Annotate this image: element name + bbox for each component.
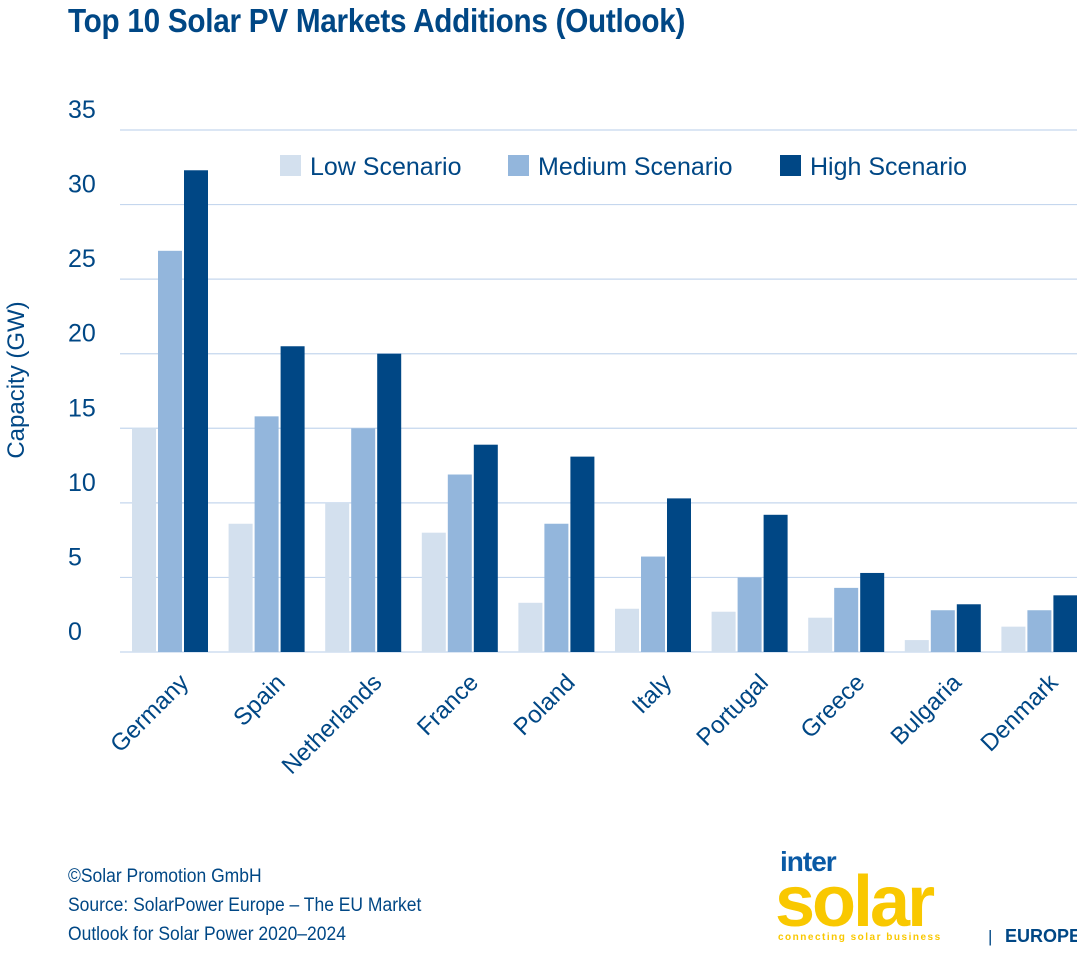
x-tick-label: Denmark [976,668,1065,757]
legend-swatch-high-scenario [780,155,801,176]
bar-bulgaria-low-scenario [904,640,929,652]
source-text-line2: Outlook for Solar Power 2020–2024 [68,924,346,945]
legend-swatch-medium-scenario [508,155,529,176]
y-tick-label: 30 [68,171,96,199]
legend-label: Low Scenario [310,153,461,181]
y-axis-label: Capacity (GW) [3,301,30,458]
legend-swatch-low-scenario [280,155,301,176]
bar-denmark-medium-scenario [1027,610,1052,652]
bar-poland-high-scenario [570,456,595,652]
bar-portugal-high-scenario [763,514,788,652]
y-tick-label: 35 [68,96,96,124]
bar-portugal-low-scenario [711,611,736,652]
legend-label: Medium Scenario [538,153,733,181]
y-tick-label: 0 [68,618,82,646]
x-tick-label: Portugal [691,669,773,751]
y-tick-label: 5 [68,543,82,571]
y-tick-label: 25 [68,245,96,273]
bar-italy-medium-scenario [641,556,665,652]
x-tick-label: France [412,669,484,741]
chart-title: Top 10 Solar PV Markets Additions (Outlo… [68,2,686,39]
bar-netherlands-low-scenario [325,502,350,652]
x-tick-label: Poland [509,669,581,741]
x-tick-label: Germany [105,669,194,758]
bar-netherlands-medium-scenario [351,428,376,652]
x-tick-label: Netherlands [277,669,388,780]
y-tick-label: 10 [68,469,96,497]
bar-germany-medium-scenario [158,250,182,652]
bar-italy-low-scenario [615,608,639,652]
logo-region: EUROPE [1005,926,1077,946]
bar-germany-low-scenario [132,428,156,652]
logo-inter: inter [780,846,837,877]
bar-greece-high-scenario [860,572,885,652]
bar-germany-high-scenario [184,170,208,653]
bar-bulgaria-medium-scenario [930,610,955,652]
x-tick-label: Spain [228,669,291,732]
bar-bulgaria-high-scenario [956,604,981,652]
bar-greece-medium-scenario [834,587,859,652]
bar-france-medium-scenario [447,474,472,652]
y-tick-label: 15 [68,394,96,422]
bar-italy-high-scenario [667,498,691,652]
copyright-text: ©Solar Promotion GmbH [68,866,262,887]
bar-france-high-scenario [473,444,498,652]
bar-poland-medium-scenario [544,523,569,652]
bar-spain-medium-scenario [254,416,279,652]
y-tick-label: 20 [68,320,96,348]
legend-label: High Scenario [810,153,967,181]
bar-denmark-low-scenario [1001,626,1026,652]
logo-separator: | [988,927,993,946]
bar-poland-low-scenario [518,602,543,652]
bar-netherlands-high-scenario [377,353,402,652]
bar-spain-high-scenario [280,346,305,652]
bar-spain-low-scenario [228,523,253,652]
intersolar-europe-logo: inter solar connecting solar business | … [775,848,1077,948]
bar-portugal-medium-scenario [737,577,762,652]
x-tick-label: Bulgaria [886,669,968,751]
bar-greece-low-scenario [808,617,833,652]
x-tick-label: Greece [796,669,871,744]
bar-france-low-scenario [421,532,446,652]
x-tick-label: Italy [627,669,677,719]
source-text-line1: Source: SolarPower Europe – The EU Marke… [68,895,422,916]
logo-solar: solar [775,862,935,942]
bar-denmark-high-scenario [1053,595,1077,652]
logo-tagline: connecting solar business [778,932,942,943]
credits: ©Solar Promotion GmbH Source: SolarPower… [68,862,452,949]
